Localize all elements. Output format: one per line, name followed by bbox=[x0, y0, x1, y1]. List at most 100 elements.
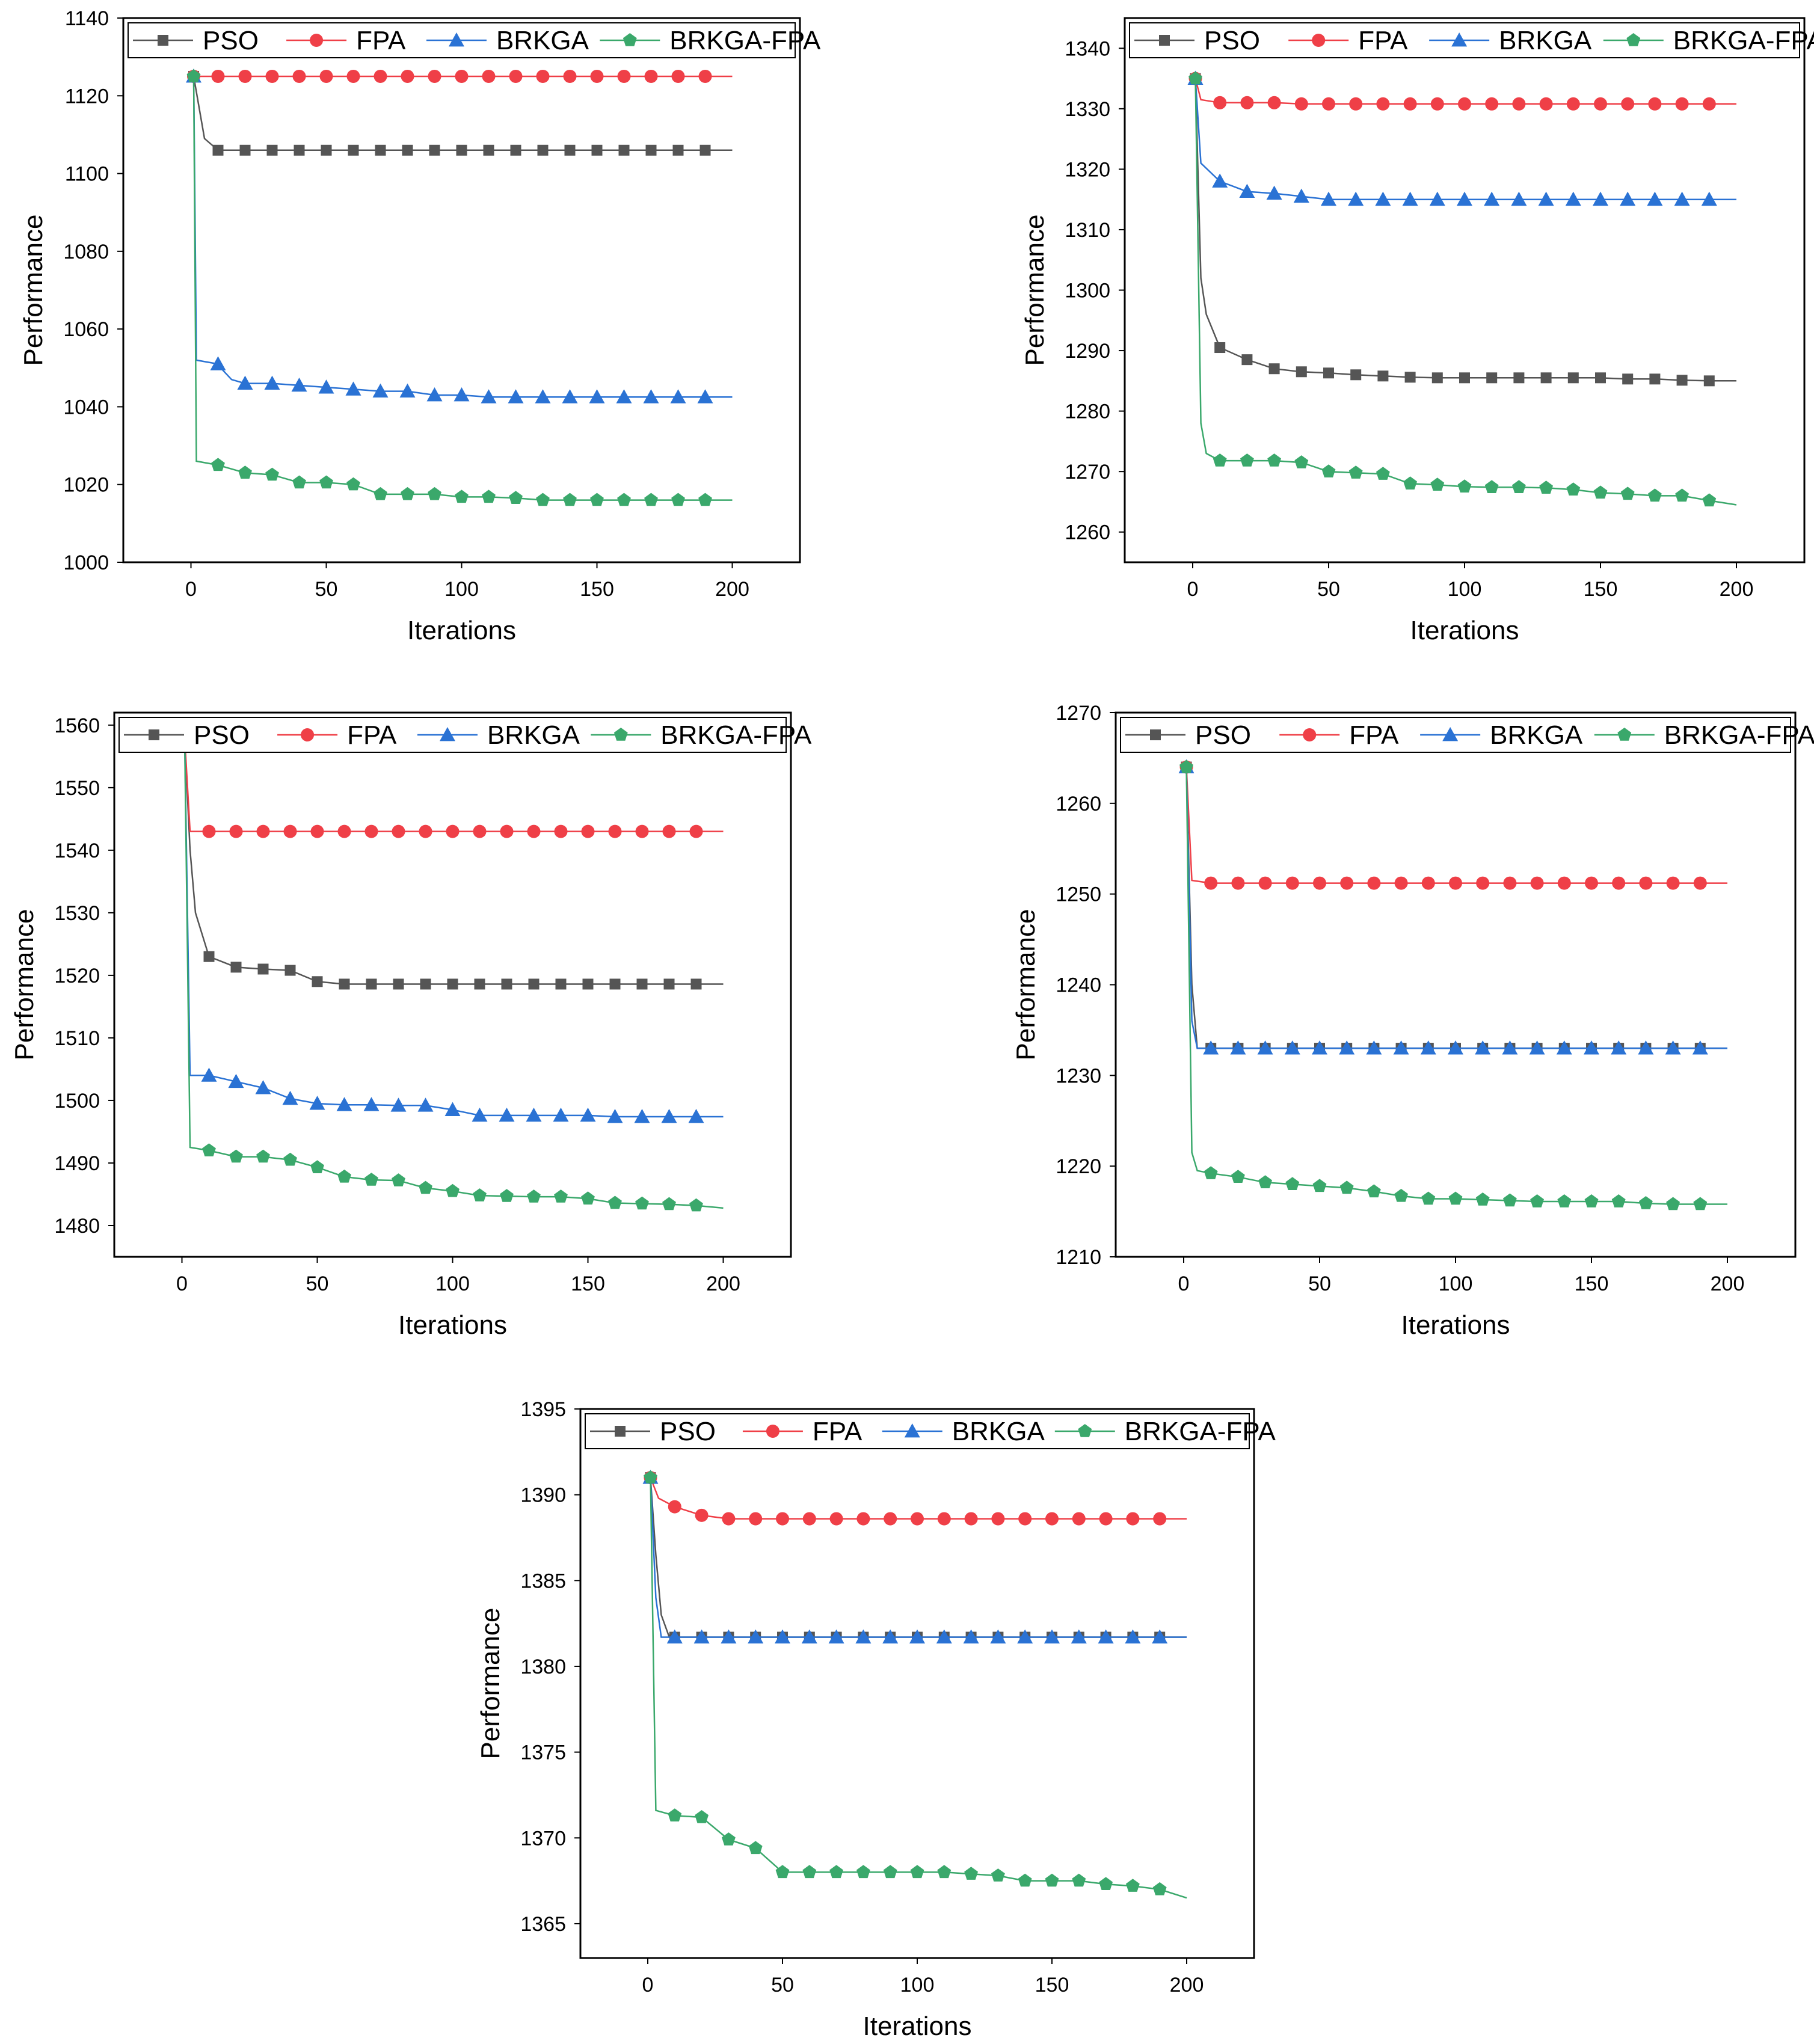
data-point bbox=[1556, 1040, 1572, 1055]
data-point bbox=[1213, 96, 1227, 109]
data-point bbox=[228, 1073, 244, 1088]
data-point bbox=[748, 1629, 764, 1643]
data-point bbox=[1539, 97, 1553, 111]
data-point bbox=[1457, 479, 1472, 493]
data-point bbox=[346, 477, 360, 491]
legend-item-pso: PSO bbox=[590, 1417, 716, 1446]
y-tick-label: 1270 bbox=[1065, 461, 1110, 483]
data-point bbox=[1098, 1629, 1114, 1643]
data-point bbox=[644, 1470, 657, 1484]
y-axis-label: Performance bbox=[1011, 909, 1041, 1061]
data-point bbox=[1675, 97, 1689, 111]
data-point bbox=[283, 824, 297, 838]
series-line bbox=[192, 76, 733, 501]
data-point bbox=[501, 978, 512, 990]
data-point bbox=[1458, 97, 1471, 111]
data-point bbox=[1285, 1177, 1300, 1190]
data-point bbox=[883, 1865, 897, 1879]
data-point bbox=[1639, 1196, 1653, 1209]
data-point bbox=[1649, 373, 1661, 385]
data-point bbox=[698, 493, 712, 506]
data-point bbox=[1045, 1512, 1059, 1526]
data-point bbox=[555, 978, 567, 990]
data-point bbox=[1693, 876, 1707, 890]
data-point bbox=[345, 381, 361, 396]
data-point bbox=[500, 824, 514, 838]
data-point bbox=[428, 69, 441, 83]
data-point bbox=[689, 824, 703, 838]
legend-label: BRKGA-FPA bbox=[1125, 1417, 1276, 1446]
data-point bbox=[319, 475, 333, 489]
data-point bbox=[1072, 1873, 1086, 1887]
y-tick-label: 1490 bbox=[54, 1152, 100, 1175]
data-point bbox=[553, 1107, 569, 1122]
data-point bbox=[1285, 876, 1299, 890]
legend-label: PSO bbox=[1204, 26, 1260, 55]
data-point bbox=[472, 1107, 488, 1122]
data-point bbox=[417, 1097, 434, 1112]
legend-label: BRKGA bbox=[496, 26, 589, 55]
data-point bbox=[1459, 372, 1470, 384]
data-point bbox=[1367, 876, 1381, 890]
series-line bbox=[192, 76, 733, 398]
data-point bbox=[1258, 1175, 1272, 1188]
data-point bbox=[1512, 480, 1526, 493]
data-point bbox=[1538, 191, 1554, 206]
legend-label: BRKGA bbox=[487, 720, 580, 750]
legend-item-brkga-fpa: BRKGA-FPA bbox=[600, 26, 821, 55]
data-point bbox=[1072, 1512, 1086, 1526]
data-point bbox=[210, 356, 226, 370]
y-tick-label: 1375 bbox=[520, 1742, 566, 1764]
data-point bbox=[1611, 1040, 1627, 1055]
data-point bbox=[636, 978, 648, 990]
data-point bbox=[937, 1865, 952, 1879]
data-point bbox=[318, 379, 334, 394]
data-point bbox=[1394, 876, 1408, 890]
legend-marker bbox=[1312, 34, 1326, 47]
data-point bbox=[256, 1149, 270, 1163]
series-brkga-fpa bbox=[644, 1470, 1187, 1899]
data-point bbox=[429, 144, 440, 156]
data-point bbox=[695, 1508, 709, 1522]
data-point bbox=[1503, 1193, 1517, 1207]
data-point bbox=[589, 389, 605, 404]
data-point bbox=[509, 491, 523, 504]
data-point bbox=[292, 69, 306, 83]
legend: PSO FPA BRKGA BRKGA-FPA bbox=[585, 1413, 1276, 1449]
legend-marker bbox=[1617, 728, 1632, 741]
legend-marker bbox=[1078, 1424, 1092, 1437]
data-point bbox=[1321, 191, 1336, 206]
data-point bbox=[990, 1629, 1006, 1643]
chart-panel-4: 1210 1220 1230 1240 1250 1260 1270 0 50 100 150 200… bbox=[1011, 702, 1814, 1340]
data-point bbox=[372, 383, 389, 397]
series-brkga bbox=[1178, 759, 1727, 1055]
data-point bbox=[1367, 1184, 1381, 1198]
y-tick-label: 1240 bbox=[1056, 974, 1101, 997]
y-axis-label: Performance bbox=[19, 215, 48, 366]
data-point bbox=[535, 389, 551, 404]
x-tick-label: 0 bbox=[185, 578, 197, 601]
legend-item-fpa: FPA bbox=[742, 1417, 862, 1446]
data-point bbox=[1567, 372, 1579, 384]
y-tick-label: 1560 bbox=[54, 714, 100, 737]
data-point bbox=[310, 824, 324, 838]
data-point bbox=[401, 486, 414, 500]
data-point bbox=[536, 493, 550, 506]
data-point bbox=[1692, 1040, 1708, 1055]
series-line bbox=[183, 737, 724, 1118]
data-point bbox=[910, 1865, 924, 1879]
data-point bbox=[482, 490, 496, 503]
data-point bbox=[401, 69, 414, 83]
data-point bbox=[1018, 1873, 1032, 1887]
data-point bbox=[562, 389, 578, 404]
data-point bbox=[229, 824, 243, 838]
legend-marker bbox=[623, 33, 637, 46]
legend-item-brkga: BRKGA bbox=[426, 26, 589, 55]
data-point bbox=[510, 144, 521, 156]
data-point bbox=[1350, 369, 1362, 381]
data-point bbox=[454, 387, 470, 402]
x-tick-label: 50 bbox=[315, 578, 338, 601]
legend-label: BRKGA-FPA bbox=[1664, 720, 1814, 750]
series-line bbox=[650, 1478, 1187, 1638]
data-point bbox=[1666, 1197, 1680, 1211]
